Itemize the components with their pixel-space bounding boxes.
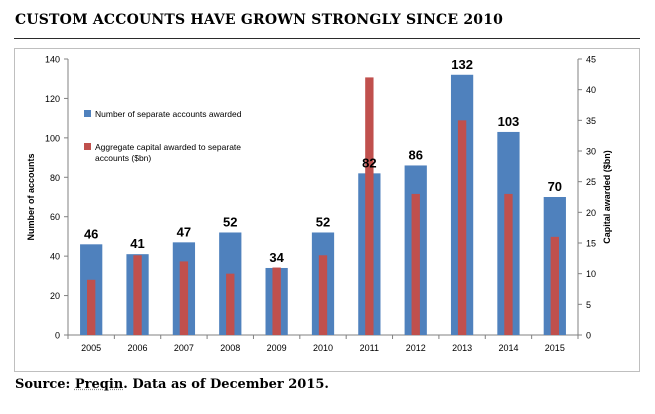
data-label-2010: 52	[316, 214, 330, 229]
x-axis-tick-label: 2008	[220, 343, 240, 353]
y-axis-title: Number of accounts	[26, 153, 36, 240]
bar-capital-2007	[179, 261, 189, 335]
data-label-2006: 41	[130, 236, 144, 251]
left-axis-tick-label: 0	[55, 331, 60, 341]
right-axis-tick-label: 25	[586, 177, 596, 187]
chart-frame	[14, 48, 640, 372]
data-label-2012: 86	[408, 147, 422, 162]
data-label-2008: 52	[223, 214, 237, 229]
x-axis-tick-label: 2013	[452, 343, 472, 353]
x-axis-tick-label: 2010	[313, 343, 333, 353]
legend-swatch-accounts	[84, 110, 91, 117]
x-axis-tick-label: 2007	[174, 343, 194, 353]
left-axis-tick-label: 60	[50, 212, 60, 222]
y2-axis-title: Capital awarded ($bn)	[602, 150, 612, 244]
bar-capital-2010	[318, 255, 328, 335]
right-axis-tick-label: 40	[586, 85, 596, 95]
bar-capital-2008	[226, 273, 235, 335]
series-capital-bars	[87, 77, 559, 336]
source-note: Source: Preqin. Data as of December 2015…	[15, 377, 329, 392]
left-axis-tick-label: 80	[50, 173, 60, 183]
x-axis-tick-label: 2005	[81, 343, 101, 353]
left-axis-tick-label: 140	[45, 55, 60, 65]
bar-capital-2012	[411, 193, 420, 335]
chart-legend: Number of separate accounts awarded Aggre…	[84, 109, 242, 163]
left-axis-tick-label: 120	[45, 94, 60, 104]
right-axis-tick-label: 45	[586, 55, 596, 65]
right-axis-tick-label: 10	[586, 269, 596, 279]
x-axis-tick-label: 2014	[498, 343, 518, 353]
bar-capital-2009	[272, 267, 281, 335]
chart-title: CUSTOM ACCOUNTS HAVE GROWN STRONGLY SINC…	[15, 12, 504, 28]
right-axis-tick-label: 30	[586, 147, 596, 157]
left-axis-tick-label: 100	[45, 133, 60, 143]
left-axis-tick-label: 40	[50, 252, 60, 262]
bar-capital-2013	[457, 120, 467, 335]
right-axis-tick-label: 35	[586, 116, 596, 126]
bar-capital-2011	[365, 77, 374, 336]
right-axis-tick-label: 0	[586, 331, 591, 341]
title-underline	[14, 38, 640, 39]
data-label-2015: 70	[548, 179, 562, 194]
x-axis-tick-label: 2015	[545, 343, 565, 353]
data-label-2005: 46	[84, 226, 98, 241]
bar-capital-2006	[133, 255, 142, 335]
data-label-2014: 103	[498, 114, 520, 129]
data-labels: 46 41 47 52 34 52 82 86 132 103 70	[84, 57, 562, 265]
legend-label-capital: Aggregate capital awarded to separate acc…	[95, 142, 241, 163]
data-label-2013: 132	[451, 57, 473, 72]
left-axis-tick-label: 20	[50, 291, 60, 301]
data-label-2007: 47	[177, 224, 191, 239]
legend-label-accounts: Number of separate accounts awarded	[95, 109, 242, 119]
right-axis-tick-label: 15	[586, 239, 596, 249]
source-suffix: . Data as of December 2015.	[123, 377, 329, 392]
data-label-2009: 34	[269, 250, 284, 265]
bar-capital-2015	[550, 236, 559, 335]
x-axis-tick-label: 2009	[267, 343, 287, 353]
data-label-2011: 82	[362, 155, 376, 170]
x-axis-tick-label: 2011	[360, 343, 379, 353]
x-axis-tick-label: 2012	[406, 343, 426, 353]
chart-axes: 0 20 40 60 80 100 120 140 0 5 10 15 20 25 30 35 40 45 2005…	[26, 55, 612, 354]
source-link[interactable]: Preqin	[74, 377, 124, 392]
legend-swatch-capital	[84, 143, 91, 150]
bar-capital-2005	[87, 279, 96, 335]
x-axis-tick-label: 2006	[128, 343, 148, 353]
right-axis-tick-label: 5	[586, 300, 591, 310]
bar-capital-2014	[504, 193, 513, 335]
source-prefix: Source:	[15, 377, 75, 392]
right-axis-tick-label: 20	[586, 208, 596, 218]
